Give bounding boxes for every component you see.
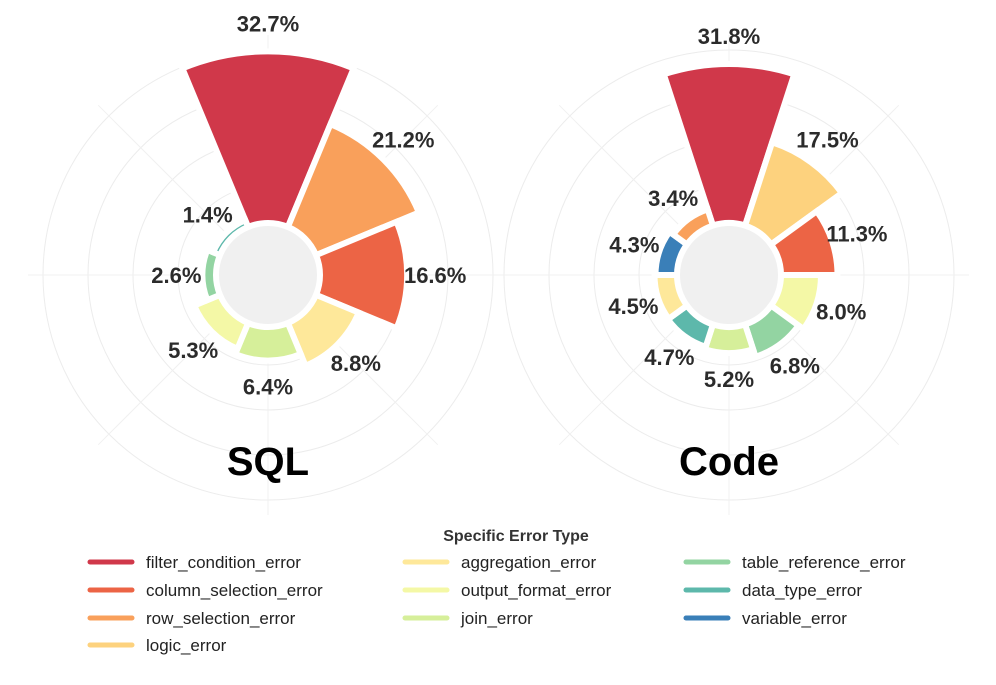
legend-label-variable-error: variable_error — [742, 609, 847, 628]
code-value-label-table-reference-error: 6.8% — [770, 354, 820, 379]
code-bar-filter-condition-error — [660, 61, 798, 230]
legend-item-output-format-error: output_format_error — [402, 581, 612, 600]
sql-center-hub — [216, 223, 320, 327]
legend-label-filter-condition-error: filter_condition_error — [146, 553, 301, 572]
sql-value-label-data-type-error: 1.4% — [183, 203, 233, 228]
code-chart-title: Code — [679, 440, 779, 484]
legend-label-row-selection-error: row_selection_error — [146, 609, 296, 628]
sql-chart-title: SQL — [227, 440, 309, 484]
code-value-label-join-error: 5.2% — [704, 367, 754, 392]
code-value-label-filter-condition-error: 31.8% — [698, 24, 760, 49]
legend: Specific Error Type filter_condition_err… — [87, 528, 906, 655]
legend-title: Specific Error Type — [443, 528, 589, 545]
code-bar-column-selection-error — [766, 207, 841, 278]
legend-item-column-selection-error: column_selection_error — [87, 581, 323, 600]
code-center-hub — [677, 223, 781, 327]
code-value-labels: 31.8% 17.5% 11.3% 8.0% 6.8% 5.2% 4.7% 4.5% 4.3% 3… — [608, 24, 887, 392]
sql-value-label-output-format-error: 5.3% — [168, 338, 218, 363]
code-bar-logic-error — [741, 138, 847, 249]
sql-value-label-join-error: 6.4% — [243, 375, 293, 400]
sql-value-label-aggregation-error: 8.8% — [331, 351, 381, 376]
sql-value-label-filter-condition-error: 32.7% — [237, 11, 299, 36]
sql-bar-join-error — [231, 319, 305, 364]
sql-bar-aggregation-error — [283, 290, 363, 370]
code-value-label-aggregation-error: 4.5% — [608, 294, 658, 319]
legend-item-aggregation-error: aggregation_error — [402, 553, 596, 572]
legend-label-column-selection-error: column_selection_error — [146, 581, 323, 600]
sql-bar-output-format-error — [190, 290, 253, 353]
legend-item-row-selection-error: row_selection_error — [87, 609, 296, 628]
legend-item-filter-condition-error: filter_condition_error — [87, 553, 301, 572]
code-bar-row-selection-error — [668, 205, 717, 249]
legend-label-data-type-error: data_type_error — [742, 581, 862, 600]
legend-label-logic-error: logic_error — [146, 636, 227, 655]
legend-label-aggregation-error: aggregation_error — [461, 553, 596, 572]
legend-item-data-type-error: data_type_error — [683, 581, 862, 600]
code-bar-output-format-error — [766, 272, 825, 334]
legend-item-join-error: join_error — [402, 609, 533, 628]
sql-bar-row-selection-error — [283, 120, 423, 260]
sql-bar-table-reference-error — [199, 245, 224, 305]
code-value-label-logic-error: 17.5% — [796, 127, 858, 152]
legend-item-logic-error: logic_error — [87, 636, 227, 655]
legend-item-variable-error: variable_error — [683, 609, 847, 628]
code-polar-chart: 31.8% 17.5% 11.3% 8.0% 6.8% 5.2% 4.7% 4.5% 4.3% 3… — [489, 24, 969, 515]
code-bars — [651, 61, 847, 361]
code-value-label-data-type-error: 4.7% — [644, 345, 694, 370]
code-value-label-row-selection-error: 3.4% — [648, 186, 698, 211]
legend-label-output-format-error: output_format_error — [461, 581, 612, 600]
sql-bars — [178, 48, 423, 370]
code-value-label-column-selection-error: 11.3% — [826, 221, 887, 246]
sql-value-label-column-selection-error: 16.6% — [404, 263, 466, 288]
code-value-label-output-format-error: 8.0% — [816, 299, 866, 324]
legend-label-table-reference-error: table_reference_error — [742, 553, 906, 572]
legend-item-table-reference-error: table_reference_error — [683, 553, 906, 572]
sql-bar-data-type-error — [209, 216, 253, 260]
legend-items: filter_condition_error column_selection_e… — [87, 553, 906, 655]
sql-value-labels: 32.7% 21.2% 16.6% 8.8% 6.4% 5.3% 2.6% 1.4% — [151, 11, 466, 399]
sql-value-label-table-reference-error: 2.6% — [151, 263, 201, 288]
sql-polar-chart: 32.7% 21.2% 16.6% 8.8% 6.4% 5.3% 2.6% 1.4% SQL — [28, 11, 508, 515]
code-value-label-variable-error: 4.3% — [609, 232, 659, 257]
legend-label-join-error: join_error — [460, 609, 533, 628]
sql-value-label-row-selection-error: 21.2% — [372, 128, 434, 153]
sql-bar-filter-condition-error — [178, 48, 358, 231]
